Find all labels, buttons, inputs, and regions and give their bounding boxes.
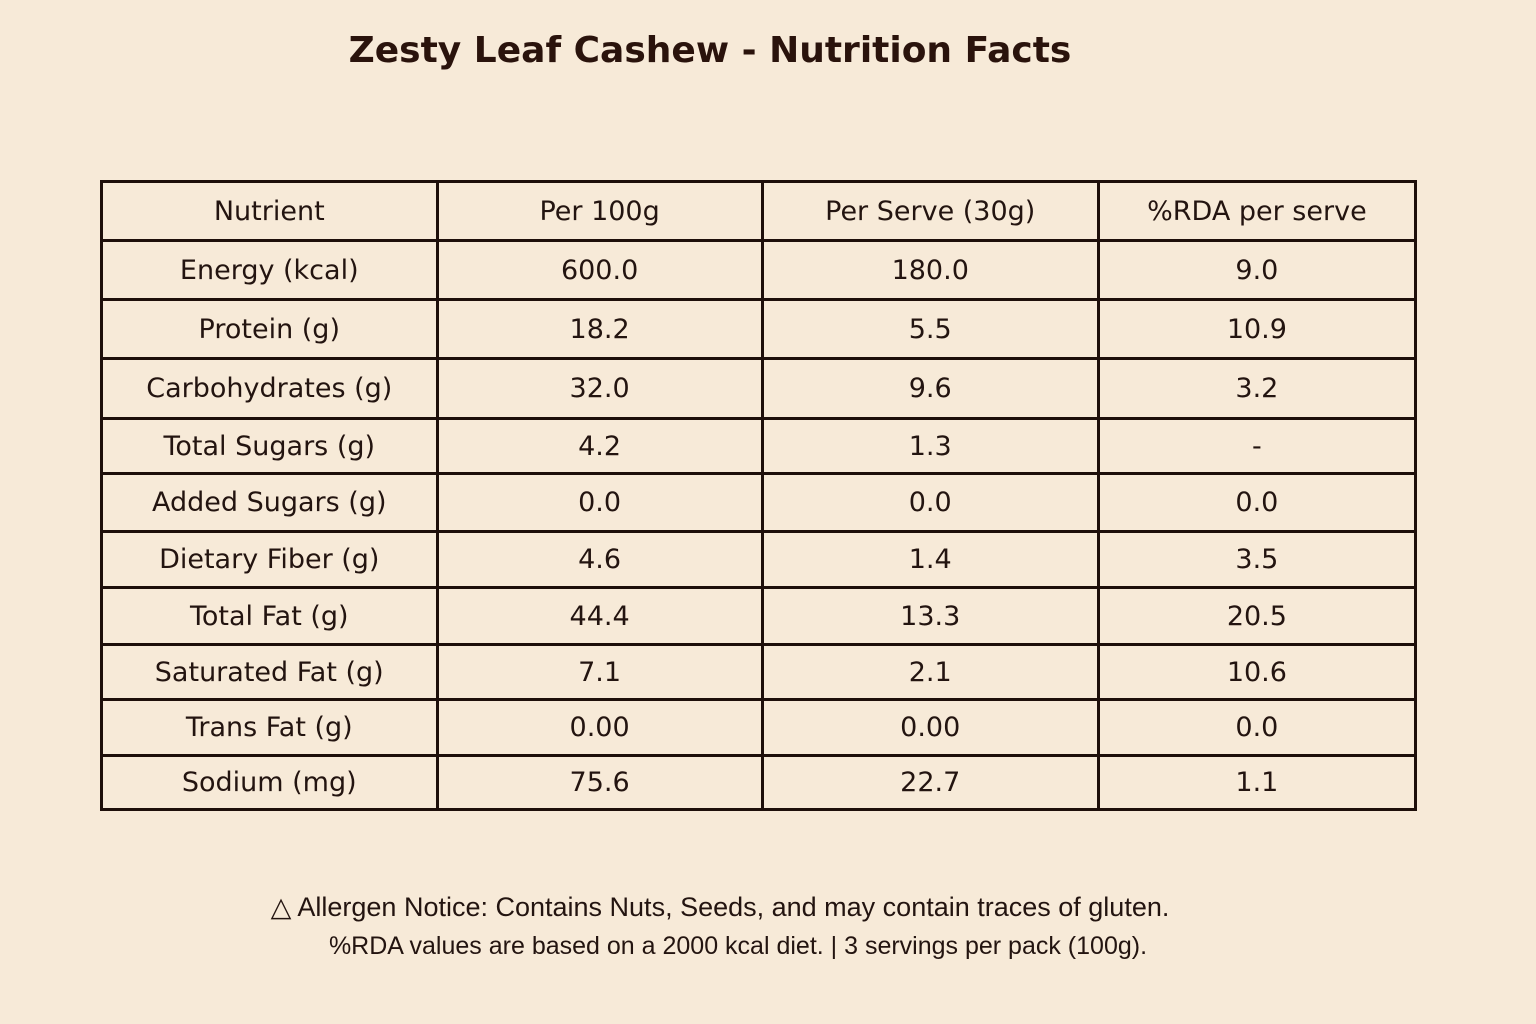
nutrient-cell: Total Fat (g) <box>100 586 439 646</box>
table-row: Saturated Fat (g) 7.1 2.1 10.6 <box>100 643 1418 701</box>
nutrient-cell: Energy (kcal) <box>100 239 439 301</box>
header-nutrient: Nutrient <box>100 180 439 242</box>
per-serve-cell: 22.7 <box>760 754 1100 811</box>
header-per-serve: Per Serve (30g) <box>760 180 1100 242</box>
allergen-notice: △ Allergen Notice: Contains Nuts, Seeds,… <box>270 892 1170 922</box>
rda-cell: 10.9 <box>1096 298 1418 360</box>
per-serve-cell: 180.0 <box>760 239 1100 301</box>
nutrient-cell: Protein (g) <box>100 298 439 360</box>
nutrient-cell: Trans Fat (g) <box>100 698 439 757</box>
rda-cell: 10.6 <box>1096 643 1418 701</box>
nutrient-cell: Dietary Fiber (g) <box>100 530 439 589</box>
rda-cell: 0.0 <box>1096 698 1418 757</box>
header-row: Nutrient Per 100g Per Serve (30g) %RDA p… <box>100 180 1418 242</box>
per-serve-cell: 1.3 <box>760 417 1100 475</box>
per-serve-cell: 13.3 <box>760 586 1100 646</box>
per-serve-cell: 0.00 <box>760 698 1100 757</box>
table-row: Total Sugars (g) 4.2 1.3- <box>100 417 1418 475</box>
nutrient-cell: Saturated Fat (g) <box>100 643 439 701</box>
rda-note: %RDA values are based on a 2000 kcal die… <box>328 932 1148 960</box>
per-100g-cell: 0.00 <box>435 698 764 757</box>
per-serve-cell: 5.5 <box>760 298 1100 360</box>
table-row: Dietary Fiber (g) 4.6 1.4 3.5 <box>100 530 1418 589</box>
per-serve-cell: 9.6 <box>760 357 1100 420</box>
table-row: Trans Fat (g) 0.00 0.00 0.0 <box>100 698 1418 757</box>
rda-cell: - <box>1096 417 1418 475</box>
per-100g-cell: 7.1 <box>435 643 764 701</box>
nutrient-cell: Added Sugars (g) <box>100 472 439 533</box>
nutrition-table: Nutrient Per 100g Per Serve (30g) %RDA p… <box>100 180 1418 811</box>
per-100g-cell: 0.0 <box>435 472 764 533</box>
per-100g-cell: 4.2 <box>435 417 764 475</box>
per-serve-cell: 2.1 <box>760 643 1100 701</box>
per-100g-cell: 75.6 <box>435 754 764 811</box>
per-100g-cell: 18.2 <box>435 298 764 360</box>
header-per-100g: Per 100g <box>435 180 764 242</box>
table-row: Carbohydrates (g) 32.0 9.6 3.2 <box>100 357 1418 420</box>
rda-cell: 9.0 <box>1096 239 1418 301</box>
table-row: Total Fat (g) 44.4 13.3 20.5 <box>100 586 1418 646</box>
table-row: Protein (g) 18.2 5.5 10.9 <box>100 298 1418 360</box>
rda-cell: 1.1 <box>1096 754 1418 811</box>
per-serve-cell: 0.0 <box>760 472 1100 533</box>
rda-cell: 0.0 <box>1096 472 1418 533</box>
per-100g-cell: 4.6 <box>435 530 764 589</box>
per-100g-cell: 32.0 <box>435 357 764 420</box>
page-title: Zesty Leaf Cashew - Nutrition Facts <box>348 30 1072 71</box>
rda-cell: 20.5 <box>1096 586 1418 646</box>
per-100g-cell: 44.4 <box>435 586 764 646</box>
per-serve-cell: 1.4 <box>760 530 1100 589</box>
header-rda: %RDA per serve <box>1096 180 1418 242</box>
rda-cell: 3.2 <box>1096 357 1418 420</box>
nutrient-cell: Carbohydrates (g) <box>100 357 439 420</box>
per-100g-cell: 600.0 <box>435 239 764 301</box>
nutrient-cell: Total Sugars (g) <box>100 417 439 475</box>
table-row: Added Sugars (g) 0.0 0.0 0.0 <box>100 472 1418 533</box>
rda-cell: 3.5 <box>1096 530 1418 589</box>
nutrient-cell: Sodium (mg) <box>100 754 439 811</box>
table-row: Energy (kcal) 600.0 180.0 9.0 <box>100 239 1418 301</box>
table-row: Sodium (mg) 75.6 22.7 1.1 <box>100 754 1418 811</box>
